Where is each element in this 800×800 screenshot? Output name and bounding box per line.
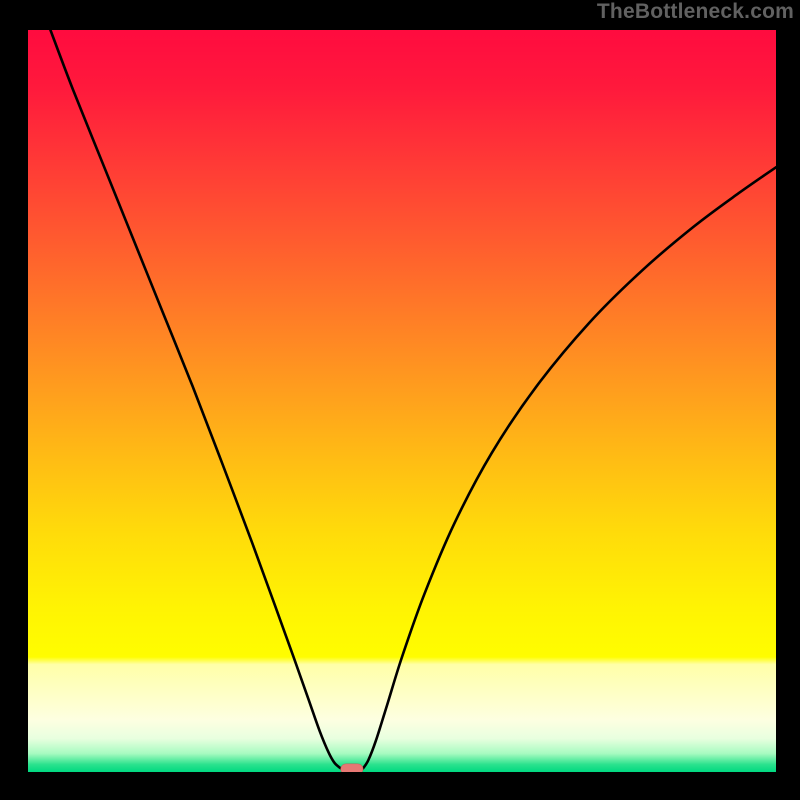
- plot-svg: [28, 30, 776, 772]
- plot-area: [28, 30, 776, 772]
- watermark-label: TheBottleneck.com: [597, 0, 794, 24]
- minimum-marker: [341, 764, 363, 772]
- chart-stage: TheBottleneck.com: [0, 0, 800, 800]
